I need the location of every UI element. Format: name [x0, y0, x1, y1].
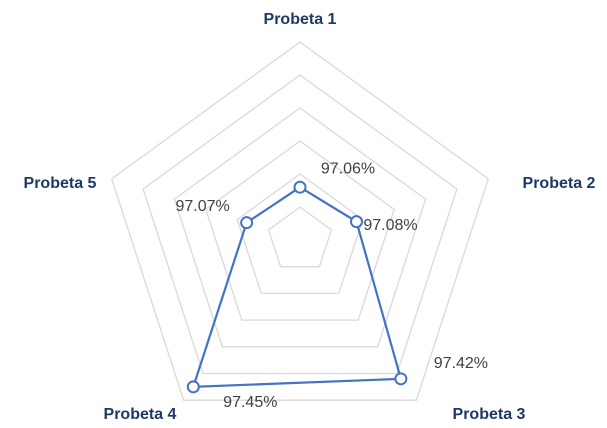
- value-label: 97.42%: [434, 355, 488, 372]
- category-label: Probeta 1: [264, 11, 337, 28]
- grid-ring: [236, 173, 364, 295]
- category-label: Probeta 2: [523, 175, 596, 192]
- marker: [240, 216, 254, 230]
- marker: [186, 380, 200, 394]
- grid-ring: [205, 140, 395, 321]
- series-line: [191, 185, 403, 388]
- value-label: 97.45%: [223, 394, 277, 411]
- category-label: Probeta 5: [24, 175, 97, 192]
- marker: [293, 180, 307, 194]
- grid-ring: [110, 41, 490, 401]
- value-label: 97.08%: [363, 217, 417, 234]
- category-label: Probeta 4: [104, 406, 177, 423]
- value-label: 97.07%: [176, 198, 230, 215]
- grid-ring: [173, 107, 427, 348]
- category-label: Probeta 3: [453, 406, 526, 423]
- marker: [394, 372, 408, 386]
- grid-ring: [267, 206, 333, 268]
- grid-ring: [142, 74, 458, 375]
- marker: [349, 215, 363, 229]
- value-label: 97.06%: [321, 160, 375, 177]
